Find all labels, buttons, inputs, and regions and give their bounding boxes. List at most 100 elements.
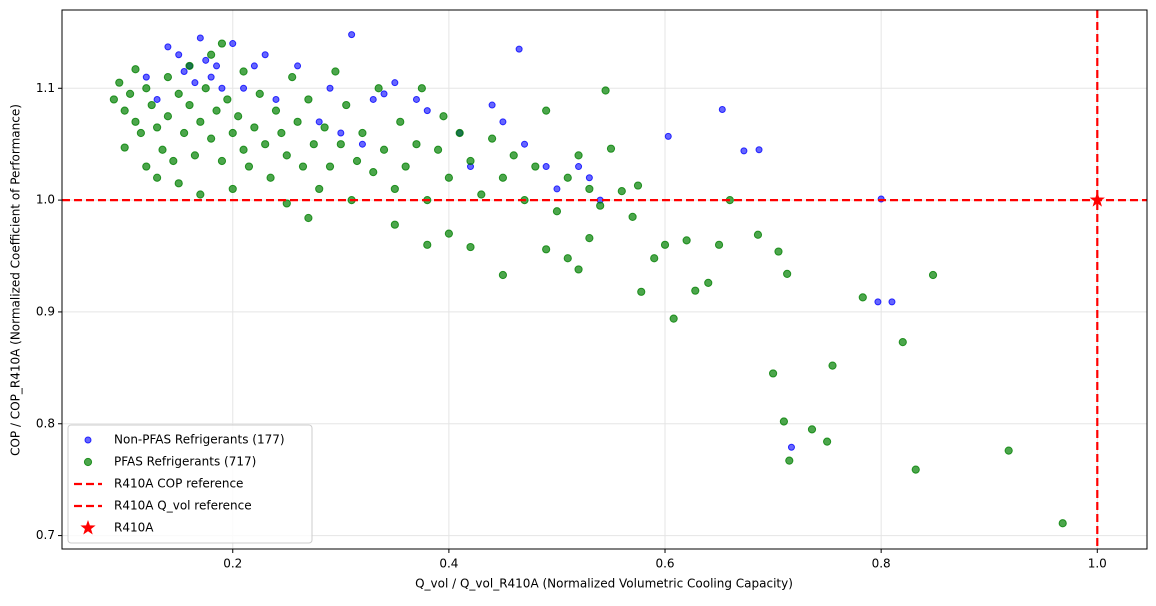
- point: [342, 100, 351, 110]
- point: [380, 90, 388, 98]
- point: [396, 117, 405, 126]
- point: [374, 84, 383, 93]
- point: [779, 417, 788, 426]
- point: [196, 190, 205, 199]
- point: [272, 95, 280, 103]
- point: [553, 185, 561, 193]
- point: [417, 84, 426, 93]
- point: [218, 84, 226, 92]
- point: [348, 31, 356, 39]
- point: [352, 156, 362, 166]
- point: [444, 229, 453, 238]
- point: [304, 213, 313, 223]
- point: [174, 89, 183, 98]
- point: [271, 106, 281, 115]
- point: [212, 106, 221, 115]
- point: [499, 118, 507, 126]
- x-tick-label: 0.4: [439, 557, 458, 571]
- legend-label: Non-PFAS Refrigerants (177): [114, 433, 285, 447]
- point: [169, 156, 178, 166]
- point: [142, 84, 151, 93]
- point: [147, 100, 156, 110]
- point: [521, 140, 529, 148]
- y-tick-label: 1.0: [36, 193, 55, 207]
- point: [660, 240, 670, 249]
- point: [196, 117, 205, 126]
- point: [266, 173, 275, 182]
- point: [682, 236, 691, 245]
- point: [596, 201, 605, 210]
- point: [282, 199, 291, 208]
- point: [574, 151, 583, 160]
- point: [704, 278, 713, 287]
- x-tick-label: 1.0: [1088, 557, 1107, 571]
- point: [331, 67, 340, 76]
- point: [239, 67, 248, 76]
- point: [185, 61, 194, 71]
- legend-box: [67, 424, 313, 544]
- point: [185, 100, 194, 110]
- x-tick-label: 0.2: [223, 557, 242, 571]
- point: [180, 68, 188, 76]
- y-tick-label: 0.8: [36, 416, 55, 430]
- x-tick-label: 0.6: [655, 557, 674, 571]
- point: [244, 162, 254, 171]
- point: [542, 106, 551, 115]
- y-axis-label: COP / COP_R410A (Normalized Coefficient …: [9, 104, 23, 456]
- point: [691, 286, 700, 295]
- point: [898, 338, 907, 347]
- point: [575, 163, 583, 171]
- point: [498, 270, 508, 280]
- point: [874, 298, 882, 306]
- point: [293, 117, 302, 126]
- y-tick-label: 1.1: [36, 81, 55, 95]
- point: [83, 457, 93, 467]
- point: [601, 86, 610, 95]
- point: [207, 134, 216, 143]
- point: [807, 425, 817, 434]
- point: [152, 173, 162, 182]
- point: [174, 179, 183, 188]
- point: [928, 270, 938, 280]
- point: [753, 230, 763, 239]
- point: [774, 247, 783, 256]
- point: [228, 128, 237, 138]
- point: [444, 173, 453, 182]
- point: [509, 151, 518, 160]
- point: [175, 51, 183, 59]
- point: [163, 72, 173, 82]
- point: [282, 151, 291, 160]
- point: [515, 45, 523, 53]
- legend: Non-PFAS Refrigerants (177) PFAS Refriger…: [67, 424, 313, 544]
- point: [315, 118, 323, 126]
- point: [250, 62, 258, 70]
- y-tick-label: 0.9: [36, 304, 55, 318]
- legend-label: R410A Q_vol reference: [114, 499, 252, 513]
- point: [207, 73, 215, 81]
- point: [217, 156, 227, 166]
- point: [234, 112, 243, 121]
- point: [740, 147, 748, 155]
- point: [390, 184, 399, 194]
- point: [109, 95, 118, 104]
- point: [288, 72, 297, 82]
- point: [153, 95, 161, 103]
- point: [152, 123, 162, 132]
- point: [202, 56, 210, 64]
- point: [714, 240, 724, 249]
- point: [466, 156, 475, 166]
- point: [358, 128, 367, 138]
- point: [401, 162, 410, 171]
- point: [131, 65, 140, 74]
- point: [1058, 519, 1067, 528]
- point: [563, 173, 572, 182]
- point: [828, 361, 837, 370]
- point: [229, 40, 237, 48]
- point: [142, 73, 150, 81]
- point: [201, 84, 210, 93]
- point: [787, 443, 795, 451]
- point: [309, 140, 318, 149]
- point: [637, 287, 646, 296]
- point: [718, 106, 726, 114]
